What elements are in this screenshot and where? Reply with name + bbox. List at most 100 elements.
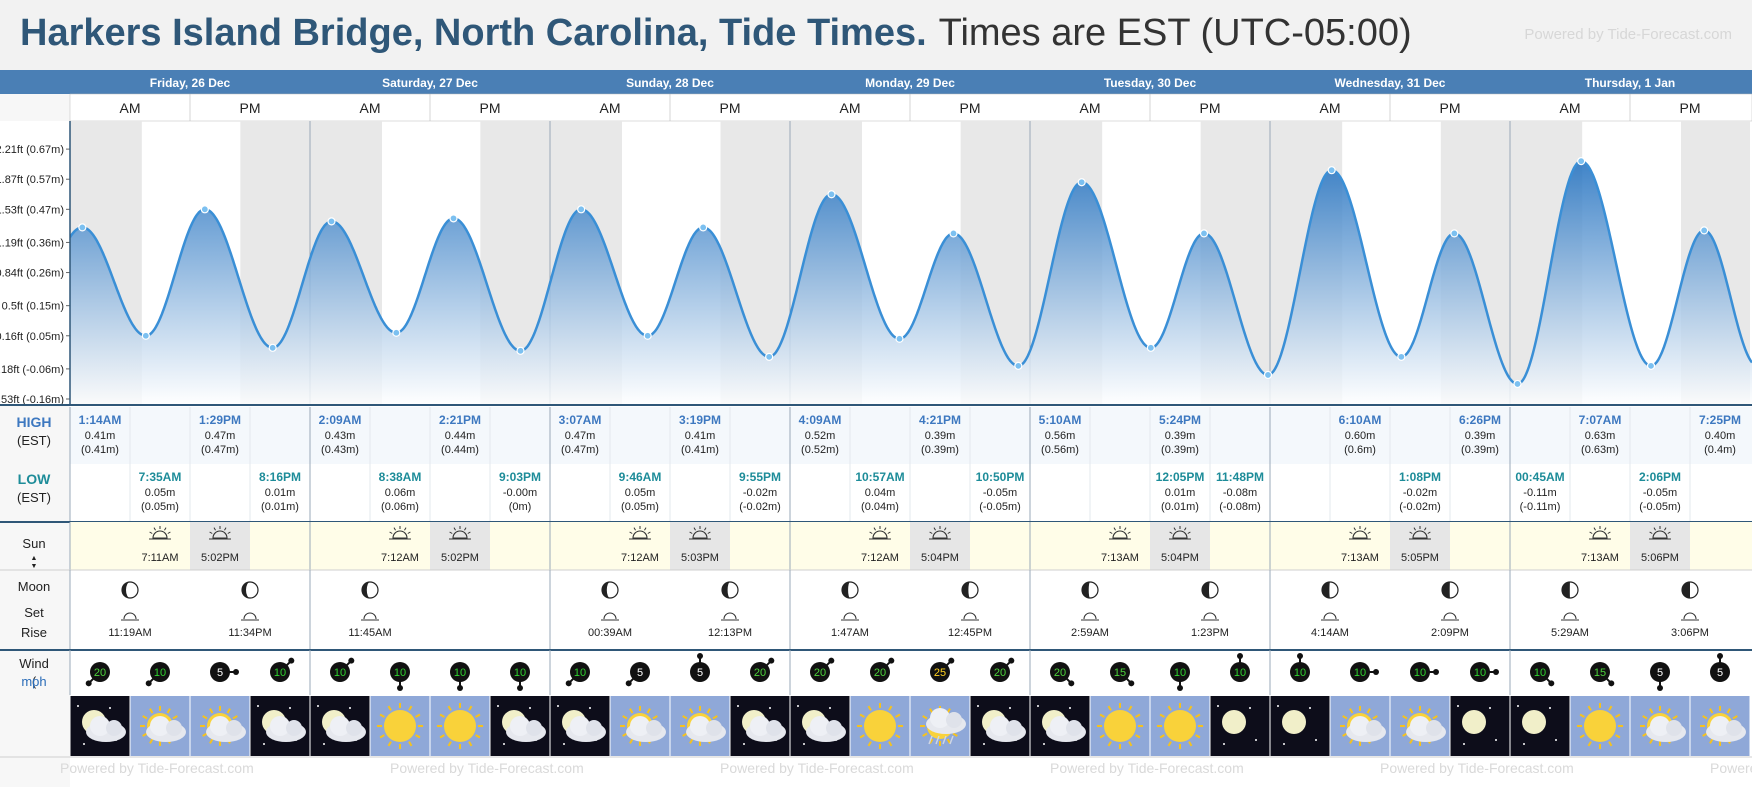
moonrise-icon	[1561, 612, 1579, 621]
high-tide-time: 7:07AM	[1579, 413, 1622, 427]
wind-row-label: Wind	[19, 656, 49, 671]
sunrise-time: 7:13AM	[1101, 552, 1139, 564]
moon-phase-icon	[1081, 581, 1099, 599]
high-tide-height: 0.44m	[445, 430, 476, 442]
sunset-time: 5:02PM	[201, 552, 239, 564]
low-row-est: (EST)	[17, 490, 51, 505]
moon-phase-icon	[361, 581, 379, 599]
high-tide-height: 0.43m	[325, 430, 356, 442]
high-tide-height-paren: (0.47m)	[201, 444, 239, 456]
high-tide-height: 0.41m	[85, 430, 116, 442]
high-tide-time: 1:29PM	[199, 413, 241, 427]
wind-speed: 20	[874, 667, 886, 679]
ampm-label: PM	[480, 100, 501, 116]
day-label: Saturday, 27 Dec	[382, 76, 478, 90]
ampm-label: AM	[360, 100, 381, 116]
low-tide-height: -0.11m	[1523, 487, 1556, 499]
low-tide-height-paren: (0.01m)	[1161, 501, 1199, 513]
day-label: Wednesday, 31 Dec	[1335, 76, 1446, 90]
high-tide-point	[949, 229, 958, 238]
high-tide-height: 0.56m	[1045, 430, 1076, 442]
high-tide-height: 0.60m	[1345, 430, 1376, 442]
high-tide-point	[1077, 178, 1086, 187]
low-tide-height: 0.01m	[265, 487, 296, 499]
wind-speed: 10	[334, 667, 346, 679]
moonrise-icon	[241, 612, 259, 621]
wind-speed: 10	[394, 667, 406, 679]
sunset-icon	[1649, 526, 1671, 540]
ampm-label: PM	[1680, 100, 1701, 116]
high-tide-height: 0.63m	[1585, 430, 1616, 442]
ampm-row	[69, 93, 1752, 122]
high-tide-height-paren: (0.47m)	[561, 444, 599, 456]
high-tide-point	[1577, 157, 1586, 166]
high-tide-time: 5:24PM	[1159, 413, 1201, 427]
low-tide-height: -0.00m	[503, 487, 537, 499]
moonset-icon	[1441, 612, 1459, 621]
wind-indicator	[1350, 662, 1379, 682]
sunset-icon	[449, 526, 471, 540]
high-tide-height: 0.41m	[685, 430, 716, 442]
low-tide-time: 7:35AM	[139, 470, 182, 484]
high-tide-height: 0.40m	[1705, 430, 1736, 442]
high-tide-time: 1:14AM	[79, 413, 122, 427]
low-tide-height-paren: (0.06m)	[381, 501, 419, 513]
partly-cloudy-night-icon	[970, 696, 1030, 756]
wind-speed: 20	[814, 667, 826, 679]
high-tide-point	[699, 223, 708, 232]
sunrise-time: 7:12AM	[861, 552, 899, 564]
sunset-icon	[689, 526, 711, 540]
wind-unit-link: mph	[21, 674, 46, 689]
ampm-label: AM	[1080, 100, 1101, 116]
wind-indicator	[450, 662, 470, 691]
partly-cloudy-night-icon	[730, 696, 790, 756]
high-tide-point	[1450, 229, 1459, 238]
partly-cloudy-icon	[1630, 696, 1690, 756]
sunrise-time: 7:11AM	[141, 552, 178, 564]
low-row-label: LOW	[18, 471, 51, 487]
sunset-cell	[190, 522, 250, 570]
wind-indicator	[1590, 662, 1615, 687]
high-tide-height-paren: (0.43m)	[321, 444, 359, 456]
moon-row-label: Moon	[18, 579, 51, 594]
low-tide-time: 9:46AM	[619, 470, 662, 484]
sunrise-time: 7:13AM	[1581, 552, 1619, 564]
tide-line	[68, 159, 1752, 386]
moon-time: 11:19AM	[108, 627, 151, 639]
low-tide-time: 8:16PM	[259, 470, 301, 484]
sunny-icon	[430, 696, 490, 756]
high-tide-time: 3:07AM	[559, 413, 602, 427]
wind-indicator	[85, 662, 110, 687]
low-tide-point	[895, 334, 904, 343]
moon-time: 11:34PM	[228, 627, 271, 639]
low-tide-height-paren: (-0.02m)	[1399, 501, 1441, 513]
wind-speed: 15	[1594, 667, 1606, 679]
partly-cloudy-night-icon	[250, 696, 310, 756]
wind-indicator	[625, 662, 650, 687]
wind-indicator	[1410, 662, 1439, 682]
low-tide-point	[392, 328, 401, 337]
moon-time: 11:45AM	[348, 627, 391, 639]
watermark: Powered by Tide-Forecast.com	[1380, 760, 1574, 776]
high-tide-point	[449, 214, 458, 223]
wind-indicator	[330, 657, 355, 682]
wind-speed: 25	[934, 667, 946, 679]
wind-speed: 20	[754, 667, 766, 679]
powered-by[interactable]: Powered by Tide-Forecast.com	[1524, 26, 1732, 43]
low-tide-time: 11:48PM	[1216, 470, 1264, 484]
wind-speed: 10	[1414, 667, 1426, 679]
moonset-icon	[1681, 612, 1699, 621]
low-tide-point	[1646, 361, 1656, 370]
low-tide-height-paren: (0.01m)	[261, 501, 299, 513]
low-tide-height: -0.02m	[1403, 487, 1437, 499]
ampm-label: PM	[240, 100, 261, 116]
high-tide-point	[577, 205, 586, 214]
ampm-label: AM	[600, 100, 621, 116]
wind-speed: 5	[217, 667, 223, 679]
ampm-label: AM	[840, 100, 861, 116]
low-tide-height-paren: (-0.05m)	[1639, 501, 1681, 513]
wind-indicator	[1170, 662, 1190, 691]
high-tide-time: 5:10AM	[1039, 413, 1082, 427]
sunrise-icon	[629, 526, 651, 540]
moonset-icon	[721, 612, 739, 621]
